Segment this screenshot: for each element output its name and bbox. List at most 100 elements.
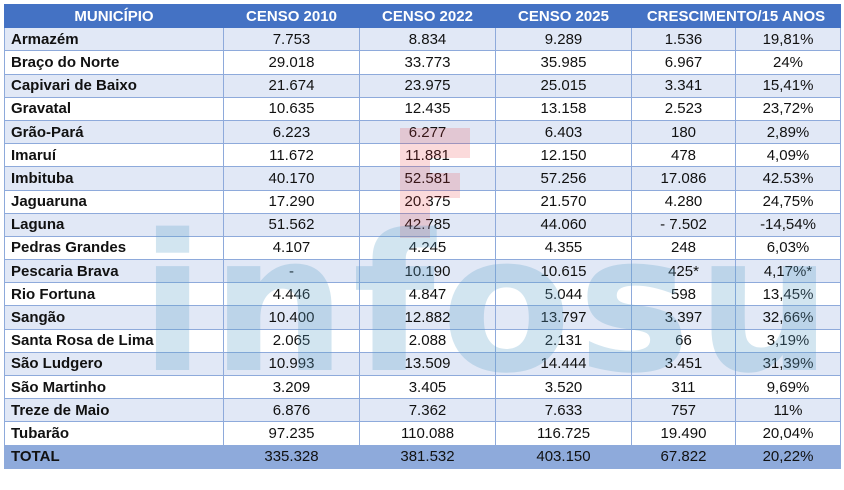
- cell-municipio: Imbituba: [4, 166, 224, 191]
- table-row: Braço do Norte 29.018 33.773 35.985 6.967 24%: [4, 50, 841, 75]
- cell-municipio: Pedras Grandes: [4, 235, 224, 261]
- cell-c2022: 6.277: [359, 119, 496, 145]
- header-censo-2025: CENSO 2025: [495, 3, 632, 29]
- cell-growth-abs: 757: [631, 398, 736, 423]
- cell-municipio: Pescaria Brava: [4, 259, 224, 284]
- cell-growth-abs: 598: [631, 282, 736, 307]
- cell-c2022: 4.847: [359, 282, 496, 307]
- cell-c2022: 8.834: [359, 27, 496, 52]
- cell-growth-pct: 2,89%: [735, 119, 841, 145]
- cell-c2025: 6.403: [495, 119, 632, 145]
- cell-c2010: 3.209: [223, 374, 360, 400]
- cell-c2022: 13.509: [359, 351, 496, 377]
- total-row: TOTAL 335.328 381.532 403.150 67.822 20,…: [4, 444, 841, 469]
- cell-municipio: Laguna: [4, 212, 224, 237]
- cell-c2025: 13.797: [495, 305, 632, 330]
- cell-c2010: 6.876: [223, 398, 360, 423]
- cell-c2010: 40.170: [223, 166, 360, 191]
- table-row: São Martinho 3.209 3.405 3.520 311 9,69%: [4, 374, 841, 400]
- cell-municipio: Santa Rosa de Lima: [4, 328, 224, 353]
- cell-c2022: 2.088: [359, 328, 496, 353]
- cell-c2025: 5.044: [495, 282, 632, 307]
- cell-c2010: 11.672: [223, 143, 360, 168]
- cell-c2022: 12.435: [359, 96, 496, 121]
- cell-c2010: -: [223, 259, 360, 284]
- cell-growth-pct: 4,09%: [735, 143, 841, 168]
- cell-c2025: 12.150: [495, 143, 632, 168]
- cell-c2025: 21.570: [495, 189, 632, 214]
- cell-growth-abs: 1.536: [631, 27, 736, 52]
- cell-c2010: 7.753: [223, 27, 360, 52]
- table-row: Imaruí 11.672 11.881 12.150 478 4,09%: [4, 143, 841, 168]
- cell-c2025: 2.131: [495, 328, 632, 353]
- table-row: Rio Fortuna 4.446 4.847 5.044 598 13,45%: [4, 282, 841, 307]
- cell-c2022: 110.088: [359, 421, 496, 446]
- cell-c2022: 20.375: [359, 189, 496, 214]
- cell-growth-pct: 23,72%: [735, 96, 841, 121]
- cell-growth-pct: -14,54%: [735, 212, 841, 237]
- table-row: Armazém 7.753 8.834 9.289 1.536 19,81%: [4, 27, 841, 52]
- cell-growth-abs: 2.523: [631, 96, 736, 121]
- cell-growth-abs: - 7.502: [631, 212, 736, 237]
- cell-municipio: Capivari de Baixo: [4, 73, 224, 98]
- cell-c2025: 10.615: [495, 259, 632, 284]
- table-row: Imbituba 40.170 52.581 57.256 17.086 42.53%: [4, 166, 841, 191]
- cell-c2022: 7.362: [359, 398, 496, 423]
- cell-c2010: 10.400: [223, 305, 360, 330]
- total-c2022: 381.532: [359, 444, 496, 469]
- cell-growth-pct: 20,04%: [735, 421, 841, 446]
- cell-c2022: 23.975: [359, 73, 496, 98]
- cell-c2025: 9.289: [495, 27, 632, 52]
- cell-municipio: Armazém: [4, 27, 224, 52]
- cell-growth-pct: 9,69%: [735, 374, 841, 400]
- cell-c2010: 97.235: [223, 421, 360, 446]
- cell-c2010: 21.674: [223, 73, 360, 98]
- cell-c2022: 52.581: [359, 166, 496, 191]
- cell-growth-abs: 478: [631, 143, 736, 168]
- cell-c2010: 17.290: [223, 189, 360, 214]
- cell-growth-pct: 31,39%: [735, 351, 841, 377]
- total-c2025: 403.150: [495, 444, 632, 469]
- cell-municipio: Imaruí: [4, 143, 224, 168]
- cell-growth-abs: 180: [631, 119, 736, 145]
- cell-growth-abs: 425*: [631, 259, 736, 284]
- cell-municipio: São Martinho: [4, 374, 224, 400]
- cell-growth-pct: 42.53%: [735, 166, 841, 191]
- total-label: TOTAL: [4, 444, 224, 469]
- cell-growth-pct: 19,81%: [735, 27, 841, 52]
- header-row: MUNICÍPIO CENSO 2010 CENSO 2022 CENSO 20…: [4, 3, 841, 29]
- header-censo-2022: CENSO 2022: [359, 3, 496, 29]
- cell-growth-pct: 24,75%: [735, 189, 841, 214]
- cell-c2022: 42.785: [359, 212, 496, 237]
- cell-c2025: 35.985: [495, 50, 632, 75]
- cell-municipio: Sangão: [4, 305, 224, 330]
- total-growth-abs: 67.822: [631, 444, 736, 469]
- total-c2010: 335.328: [223, 444, 360, 469]
- cell-municipio: Rio Fortuna: [4, 282, 224, 307]
- table-row: Gravatal 10.635 12.435 13.158 2.523 23,72%: [4, 96, 841, 121]
- cell-growth-pct: 15,41%: [735, 73, 841, 98]
- cell-c2010: 4.107: [223, 235, 360, 261]
- cell-growth-abs: 17.086: [631, 166, 736, 191]
- cell-c2010: 6.223: [223, 119, 360, 145]
- cell-c2022: 3.405: [359, 374, 496, 400]
- census-table: MUNICÍPIO CENSO 2010 CENSO 2022 CENSO 20…: [4, 3, 841, 469]
- cell-c2025: 14.444: [495, 351, 632, 377]
- cell-growth-pct: 6,03%: [735, 235, 841, 261]
- cell-c2025: 116.725: [495, 421, 632, 446]
- cell-c2022: 33.773: [359, 50, 496, 75]
- cell-c2010: 51.562: [223, 212, 360, 237]
- cell-c2022: 11.881: [359, 143, 496, 168]
- cell-c2022: 10.190: [359, 259, 496, 284]
- table-row: Tubarão 97.235 110.088 116.725 19.490 20,04%: [4, 421, 841, 446]
- cell-c2025: 57.256: [495, 166, 632, 191]
- cell-municipio: Gravatal: [4, 96, 224, 121]
- table-row: Sangão 10.400 12.882 13.797 3.397 32,66%: [4, 305, 841, 330]
- cell-growth-pct: 32,66%: [735, 305, 841, 330]
- cell-municipio: São Ludgero: [4, 351, 224, 377]
- cell-c2025: 3.520: [495, 374, 632, 400]
- table-row: Santa Rosa de Lima 2.065 2.088 2.131 66 3,19%: [4, 328, 841, 353]
- cell-municipio: Grão-Pará: [4, 119, 224, 145]
- table-row: Treze de Maio 6.876 7.362 7.633 757 11%: [4, 398, 841, 423]
- cell-municipio: Jaguaruna: [4, 189, 224, 214]
